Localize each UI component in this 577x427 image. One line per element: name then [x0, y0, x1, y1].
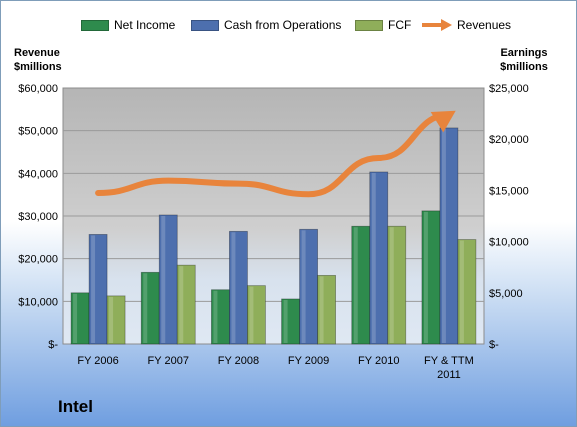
legend-label-cash-from-operations: Cash from Operations: [224, 18, 342, 32]
left-tick-label: $40,000: [18, 168, 58, 180]
left-axis-title-line2: $millions: [14, 61, 62, 73]
bar-highlight: [73, 293, 78, 343]
bar-highlight: [161, 215, 166, 343]
x-tick-label: FY 2008: [218, 355, 259, 367]
x-tick-label: FY 2010: [358, 355, 399, 367]
left-axis-title-line1: Revenue: [14, 47, 60, 59]
bar-highlight: [441, 128, 446, 343]
x-tick-label: 2011: [437, 369, 461, 381]
bar-cash-from-operations: [439, 127, 459, 345]
left-tick-label: $20,000: [18, 254, 58, 266]
left-axis-title: Revenue $millions: [14, 46, 84, 74]
left-tick-label: $10,000: [18, 296, 58, 308]
bar-fcf: [317, 274, 336, 345]
bar-highlight: [91, 235, 96, 343]
bar-fcf: [247, 285, 266, 345]
legend-swatch-fcf: [355, 19, 383, 31]
company-name: Intel: [58, 397, 93, 416]
bar-highlight: [109, 296, 114, 343]
legend-net-income: Net Income: [81, 17, 175, 33]
legend-swatch-cash-from-operations: [191, 19, 219, 31]
legend-swatch-net-income: [81, 19, 109, 31]
bar-highlight: [231, 232, 236, 343]
right-axis-title: Earnings $millions: [479, 46, 569, 74]
bar-highlight: [301, 230, 306, 343]
bar-highlight: [389, 227, 394, 343]
revenue-arrowhead: [430, 110, 456, 133]
right-tick-label: $-: [489, 339, 499, 351]
right-tick-label: $25,000: [489, 83, 529, 95]
bar-fcf: [387, 225, 407, 345]
bar-highlight: [371, 172, 376, 343]
legend-revenues: Revenues: [421, 17, 511, 33]
bar-fcf: [457, 239, 477, 345]
x-tick-label: FY & TTM: [424, 355, 474, 367]
bar-fcf: [176, 264, 196, 345]
left-tick-label: $50,000: [18, 126, 58, 138]
x-tick-label: FY 2007: [148, 355, 189, 367]
legend-label-fcf: FCF: [388, 18, 412, 32]
bar-highlight: [423, 211, 428, 343]
right-axis-title-line1: Earnings: [500, 47, 548, 59]
revenue-line: [95, 111, 452, 198]
bar-highlight: [143, 273, 148, 343]
x-tick-label: FY 2006: [77, 355, 118, 367]
legend-fcf: FCF: [355, 17, 411, 33]
bar-highlight: [213, 290, 218, 343]
right-tick-label: $20,000: [489, 134, 529, 146]
left-tick-label: $-: [48, 339, 58, 351]
x-tick-label: FY 2009: [288, 355, 329, 367]
legend-cash-from-operations: Cash from Operations: [191, 17, 341, 33]
right-axis-title-line2: $millions: [500, 61, 548, 73]
left-tick-label: $30,000: [18, 211, 58, 223]
bar-fcf: [106, 295, 126, 345]
bar-highlight: [353, 227, 358, 343]
bar-highlight: [249, 286, 254, 343]
legend-arrow-icon: [422, 19, 452, 31]
right-tick-label: $10,000: [489, 237, 529, 249]
bar-cash-from-operations: [88, 234, 108, 345]
bar-highlight: [319, 276, 324, 343]
right-tick-label: $15,000: [489, 185, 529, 197]
legend-label-net-income: Net Income: [114, 18, 176, 32]
bar-highlight: [283, 299, 288, 343]
bar-highlight: [459, 240, 464, 343]
right-tick-label: $5,000: [489, 288, 523, 300]
left-tick-label: $60,000: [18, 83, 58, 95]
bar-highlight: [179, 266, 184, 343]
legend-label-revenues: Revenues: [457, 18, 512, 32]
